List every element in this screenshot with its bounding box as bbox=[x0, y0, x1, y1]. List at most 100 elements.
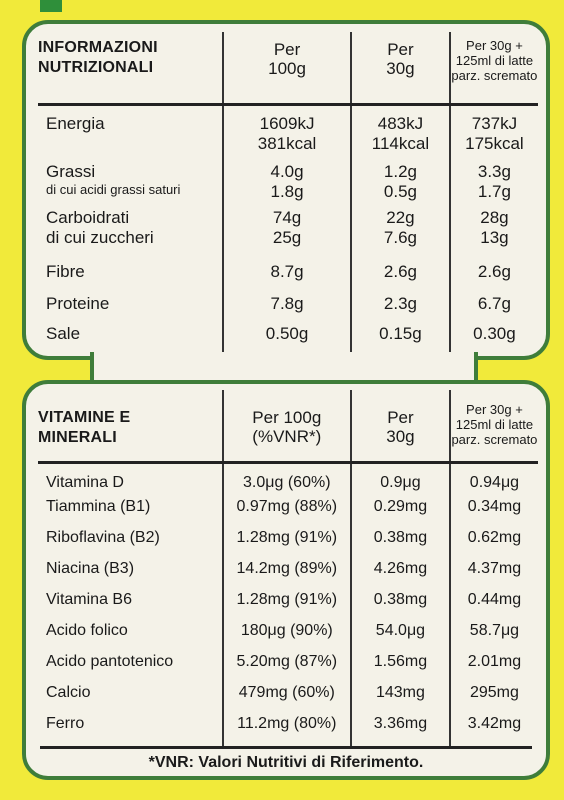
row-value-3: 295mg bbox=[469, 684, 519, 701]
footer-divider bbox=[40, 746, 532, 749]
value-line: 25g bbox=[272, 228, 302, 247]
row-value-2: 1.2g 0.5g bbox=[351, 156, 451, 204]
row-value-2: 0.15g bbox=[351, 320, 451, 356]
vitamin-row-d: Vitamina D 3.0μg (60%) 0.9μg 0.94μg bbox=[38, 462, 538, 493]
row-label: Niacina (B3) bbox=[38, 555, 224, 586]
value-line: 381kcal bbox=[257, 133, 317, 153]
vitamin-row-ferro: Ferro 11.2mg (80%) 3.36mg 3.42mg bbox=[38, 710, 538, 748]
nutrition-col3-line1: Per 30g + bbox=[466, 38, 523, 53]
vitamins-col2-header: Per 30g bbox=[351, 390, 451, 464]
nutrition-header-row: INFORMAZIONI NUTRIZIONALI Per 100g Per 3… bbox=[38, 32, 538, 106]
nutrition-title-line1: INFORMAZIONI bbox=[38, 39, 158, 56]
row-value-2: 2.6g bbox=[351, 256, 451, 288]
row-value-3: 0.44mg bbox=[467, 591, 522, 608]
row-label: Carboidrati di cui zuccheri bbox=[38, 204, 225, 256]
nutrition-col2-header: Per 30g bbox=[351, 32, 451, 106]
nutrition-title-line2: NUTRIZIONALI bbox=[38, 59, 154, 76]
vitamins-col1-line1: Per 100g bbox=[252, 408, 322, 427]
vitamin-row-b6: Vitamina B6 1.28mg (91%) 0.38mg 0.44mg bbox=[38, 586, 538, 617]
label-line: Carboidrati bbox=[46, 208, 130, 227]
row-label: Ferro bbox=[38, 710, 224, 748]
value-line: 3.3g bbox=[477, 162, 511, 181]
value-line: 1609kJ bbox=[259, 113, 315, 133]
row-value-1: 14.2mg (89%) bbox=[222, 555, 353, 586]
row-value-2: 1.56mg bbox=[351, 648, 451, 679]
row-value-1: 1.28mg (91%) bbox=[222, 586, 353, 617]
vitamin-row-b1: Tiammina (B1) 0.97mg (88%) 0.29mg 0.34mg bbox=[38, 493, 538, 524]
value-line: 175kcal bbox=[465, 133, 524, 153]
vitamins-title-line1: VITAMINE E bbox=[38, 409, 131, 426]
vitamin-row-folico: Acido folico 180μg (90%) 54.0μg 58.7μg bbox=[38, 617, 538, 648]
row-label: Tiammina (B1) bbox=[38, 493, 224, 524]
vitamin-row-b3: Niacina (B3) 14.2mg (89%) 4.26mg 4.37mg bbox=[38, 555, 538, 586]
vitamins-title: VITAMINE E MINERALI bbox=[38, 390, 224, 464]
row-label: Riboflavina (B2) bbox=[38, 524, 224, 555]
nutrition-row-energia: Energia 1609kJ 381kcal 483kJ 114kcal 737kJ… bbox=[38, 104, 538, 156]
nutrition-col2-line1: Per bbox=[387, 40, 414, 59]
value-line: 22g bbox=[386, 208, 415, 227]
vitamins-col1-header: Per 100g (%VNR*) bbox=[222, 390, 353, 464]
row-value-2: 483kJ 114kcal bbox=[351, 104, 451, 156]
vitamins-col2-line1: Per bbox=[387, 408, 414, 427]
row-value-2: 0.29mg bbox=[351, 493, 451, 524]
row-value-3: 0.94μg bbox=[469, 473, 520, 491]
vitamin-row-calcio: Calcio 479mg (60%) 143mg 295mg bbox=[38, 679, 538, 710]
row-value-1: 1609kJ 381kcal bbox=[223, 104, 353, 156]
vitamins-col3-line1: Per 30g + bbox=[466, 402, 523, 417]
nutrition-col3-line2: 125ml di latte bbox=[455, 53, 534, 68]
row-label: Grassi di cui acidi grassi saturi bbox=[38, 156, 225, 204]
nutrition-row-fibre: Fibre 8.7g 2.6g 2.6g bbox=[38, 256, 538, 288]
vitamins-title-line2: MINERALI bbox=[38, 429, 117, 446]
nutrition-col1-header: Per 100g bbox=[223, 32, 353, 106]
value-line: 483kJ bbox=[377, 113, 424, 133]
row-value-2: 143mg bbox=[351, 679, 451, 710]
row-label: Calcio bbox=[38, 679, 224, 710]
row-value-3: 3.42mg bbox=[467, 715, 522, 732]
value-line: 1.7g bbox=[477, 182, 511, 201]
vitamins-col3-line2: 125ml di latte bbox=[455, 417, 534, 432]
row-label: Proteine bbox=[38, 288, 225, 320]
row-value-1: 5.20mg (87%) bbox=[222, 648, 353, 679]
row-value-2: 0.38mg bbox=[351, 586, 451, 617]
nutrition-table: INFORMAZIONI NUTRIZIONALI Per 100g Per 3… bbox=[38, 32, 538, 356]
sublabel-line: di cui acidi grassi saturi bbox=[46, 182, 181, 197]
row-value-1: 479mg (60%) bbox=[222, 679, 353, 710]
row-value-3: 737kJ 175kcal bbox=[450, 104, 538, 156]
row-label: Vitamina D bbox=[38, 462, 224, 493]
panel-connector bbox=[90, 352, 478, 384]
row-value-1: 4.0g 1.8g bbox=[223, 156, 353, 204]
nutrition-row-grassi: Grassi di cui acidi grassi saturi 4.0g 1.… bbox=[38, 156, 538, 204]
row-value-2: 3.36mg bbox=[351, 710, 451, 748]
row-value-2: 54.0μg bbox=[351, 617, 451, 648]
value-line: 13g bbox=[480, 228, 509, 247]
sublabel-line: di cui zuccheri bbox=[46, 228, 154, 247]
nutrition-col1-line1: Per bbox=[273, 40, 301, 59]
row-value-3: 0.30g bbox=[473, 324, 516, 343]
value-line: 737kJ bbox=[471, 113, 518, 133]
row-label: Vitamina B6 bbox=[38, 586, 224, 617]
row-value-1: 11.2mg (80%) bbox=[222, 710, 353, 748]
vitamins-panel: VITAMINE E MINERALI Per 100g (%VNR*) Per… bbox=[22, 380, 550, 780]
vitamins-col3-header: Per 30g + 125ml di latte parz. scremato bbox=[449, 390, 538, 464]
row-value-3: 6.7g bbox=[477, 294, 511, 313]
vitamins-header-row: VITAMINE E MINERALI Per 100g (%VNR*) Per… bbox=[38, 390, 538, 464]
vitamin-row-b2: Riboflavina (B2) 1.28mg (91%) 0.38mg 0.6… bbox=[38, 524, 538, 555]
value-line: 28g bbox=[480, 208, 509, 227]
row-value-2: 4.26mg bbox=[351, 555, 451, 586]
vitamins-col3-line3: parz. scremato bbox=[451, 432, 538, 447]
value-line: 74g bbox=[272, 208, 302, 227]
row-label: Acido folico bbox=[38, 617, 224, 648]
vnr-footnote: *VNR: Valori Nutritivi di Riferimento. bbox=[148, 754, 424, 771]
row-value-2: 22g 7.6g bbox=[351, 204, 451, 256]
nutrition-col3-header: Per 30g + 125ml di latte parz. scremato bbox=[449, 32, 538, 106]
vitamins-col2-line2: 30g bbox=[386, 427, 415, 446]
package-edge-stripe bbox=[40, 0, 62, 12]
row-label: Sale bbox=[38, 320, 225, 356]
row-value-3: 2.01mg bbox=[467, 653, 522, 670]
row-value-1: 1.28mg (91%) bbox=[222, 524, 353, 555]
row-value-1: 3.0μg (60%) bbox=[222, 462, 353, 493]
row-value-2: 0.9μg bbox=[351, 462, 451, 493]
value-line: 114kcal bbox=[371, 133, 430, 153]
row-value-3: 28g 13g bbox=[450, 204, 538, 256]
row-value-3: 3.3g 1.7g bbox=[450, 156, 538, 204]
